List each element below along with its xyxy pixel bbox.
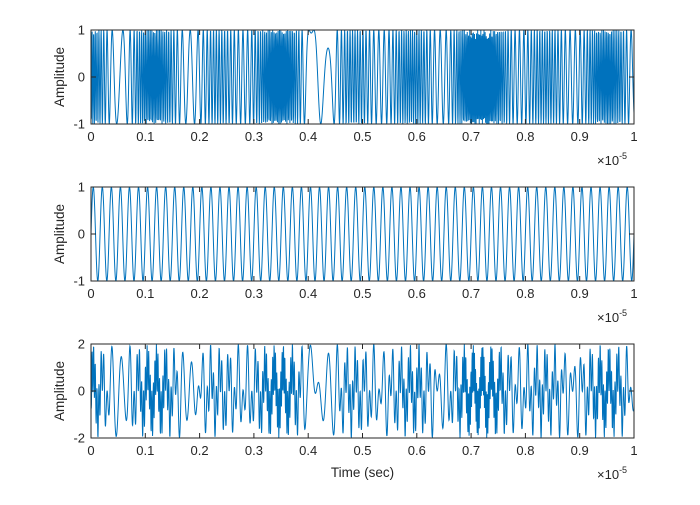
subplot-1: 0 0.1 0.2 0.3 0.4 0.5 0.6 0.7 0.8 0.9 1-101Amplitu…: [52, 23, 638, 169]
x-tick-label: 0.8: [516, 443, 534, 458]
x-tick-label: 0.9: [571, 129, 589, 144]
y-tick-label: 0: [78, 227, 85, 242]
x-tick-label: 0.6: [408, 129, 426, 144]
x-tick-label: 0.2: [191, 443, 209, 458]
y-axis-label: Amplitude: [52, 47, 67, 107]
x-tick-label: 0.7: [462, 286, 480, 301]
y-tick-label: -2: [73, 431, 85, 446]
x-tick-label: 0.6: [408, 286, 426, 301]
x-tick-label: 0.2: [191, 286, 209, 301]
y-tick-label: -1: [73, 117, 85, 132]
x-tick-label: 0: [87, 129, 94, 144]
subplot-3: 0 0.1 0.2 0.3 0.4 0.5 0.6 0.7 0.8 0.9 1-202Amplitu…: [52, 337, 638, 483]
x-tick-label: 0.8: [516, 129, 534, 144]
series-line-2: [91, 187, 634, 281]
subplot-2: 0 0.1 0.2 0.3 0.4 0.5 0.6 0.7 0.8 0.9 1-101Amplitu…: [52, 180, 638, 326]
x-tick-label: 0.4: [299, 443, 317, 458]
x-tick-label: 0.3: [245, 129, 263, 144]
y-tick-label: 0: [78, 384, 85, 399]
x-exponent-label: ×10-5: [597, 465, 627, 482]
x-tick-label: 0.9: [571, 286, 589, 301]
x-tick-label: 0.3: [245, 443, 263, 458]
x-exponent-base: ×10: [597, 467, 619, 482]
series-line-1: [91, 30, 634, 124]
series-line-3: [91, 344, 634, 438]
x-tick-label: 0.7: [462, 443, 480, 458]
x-tick-label: 0.7: [462, 129, 480, 144]
y-axis-label: Amplitude: [52, 204, 67, 264]
x-tick-label: 0.5: [353, 286, 371, 301]
y-tick-label: 0: [78, 70, 85, 85]
y-axis-label: Amplitude: [52, 361, 67, 421]
x-tick-label: 0.8: [516, 286, 534, 301]
x-tick-label: 0.4: [299, 286, 317, 301]
y-tick-label: 2: [78, 337, 85, 352]
x-tick-label: 0.6: [408, 443, 426, 458]
x-tick-label: 1: [630, 286, 637, 301]
y-tick-label: -1: [73, 274, 85, 289]
x-exponent-base: ×10: [597, 153, 619, 168]
x-tick-label: 0: [87, 286, 94, 301]
x-tick-label: 0.3: [245, 286, 263, 301]
x-tick-label: 0.5: [353, 129, 371, 144]
x-tick-label: 0: [87, 443, 94, 458]
x-exponent-base: ×10: [597, 310, 619, 325]
x-tick-label: 0.4: [299, 129, 317, 144]
x-tick-label: 1: [630, 129, 637, 144]
x-tick-label: 0.1: [136, 129, 154, 144]
x-tick-label: 1: [630, 443, 637, 458]
x-tick-label: 0.5: [353, 443, 371, 458]
x-exponent-power: -5: [619, 308, 627, 318]
x-tick-label: 0.9: [571, 443, 589, 458]
x-tick-label: 0.1: [136, 286, 154, 301]
x-axis-label: Time (sec): [331, 465, 394, 480]
x-exponent-label: ×10-5: [597, 308, 627, 325]
y-tick-label: 1: [78, 23, 85, 38]
x-exponent-power: -5: [619, 151, 627, 161]
x-exponent-power: -5: [619, 465, 627, 475]
x-tick-label: 0.1: [136, 443, 154, 458]
x-exponent-label: ×10-5: [597, 151, 627, 168]
y-tick-label: 1: [78, 180, 85, 195]
x-tick-label: 0.2: [191, 129, 209, 144]
